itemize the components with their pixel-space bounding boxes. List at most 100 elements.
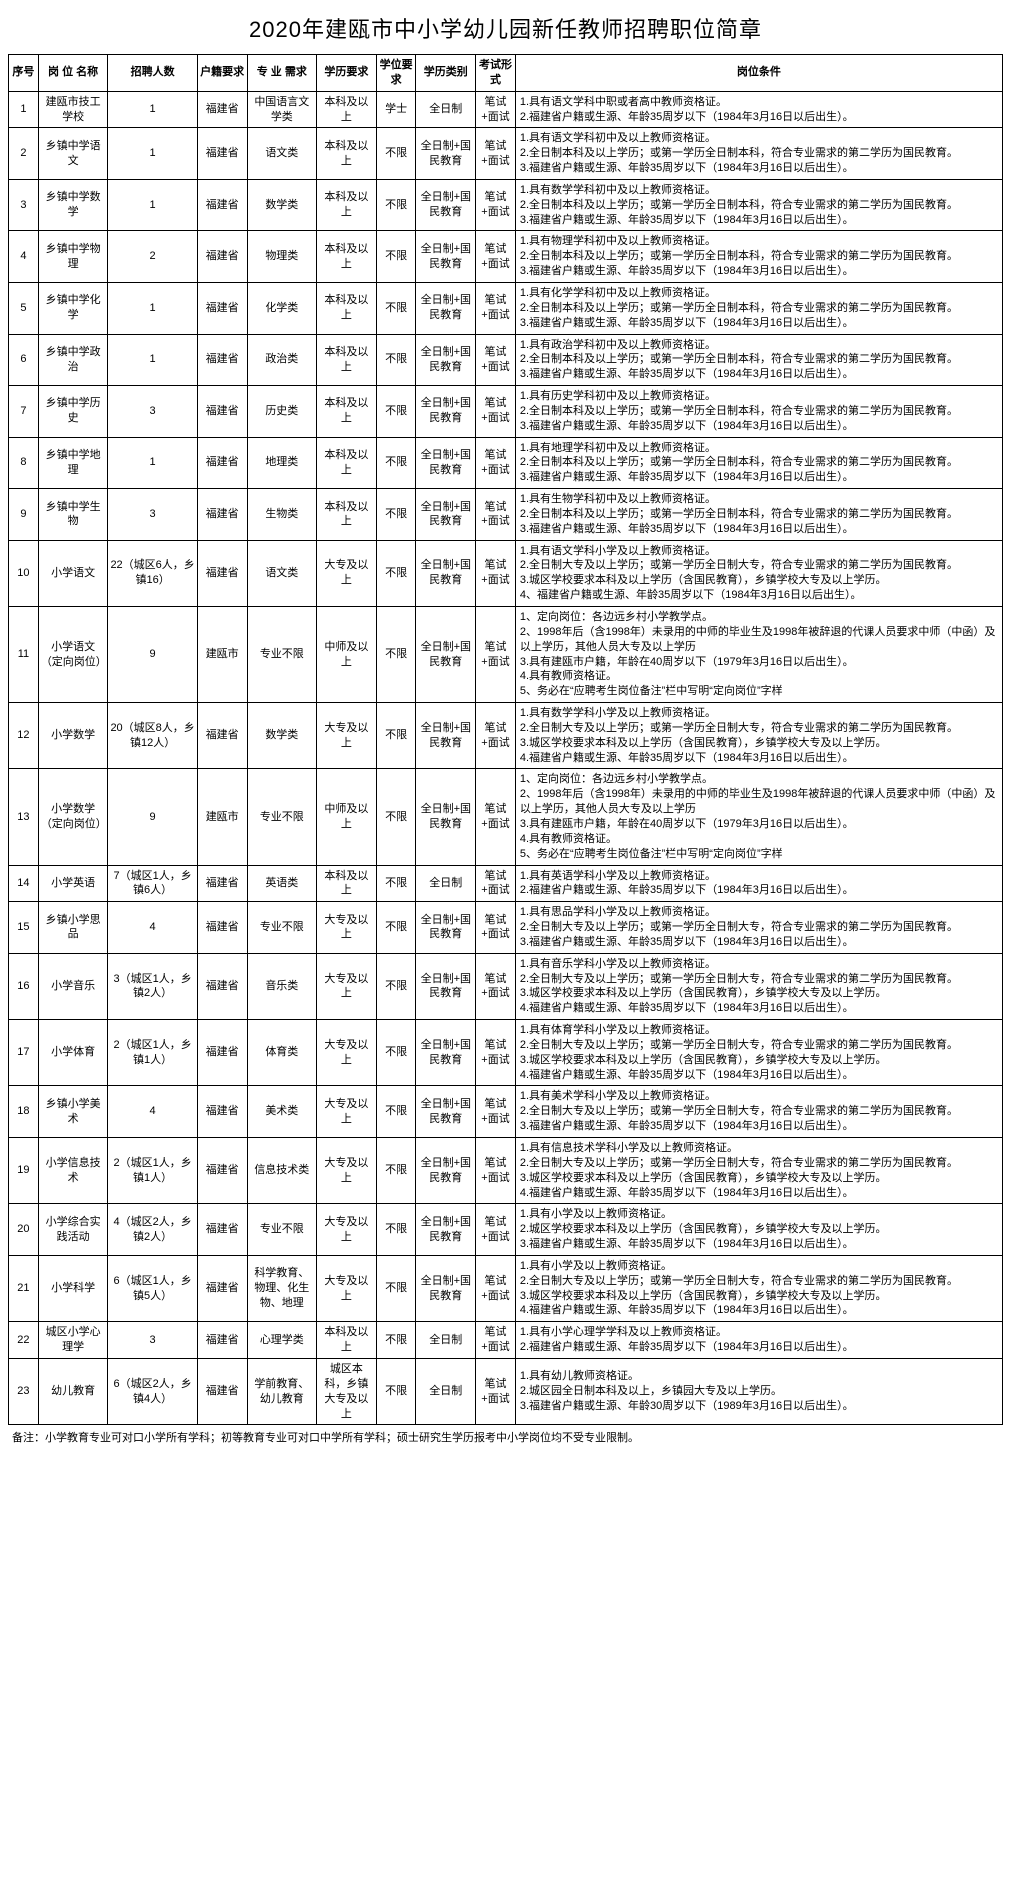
cell-exam: 笔试+面试 (476, 703, 516, 769)
cell-cat: 全日制+国民教育 (416, 334, 476, 386)
cell-edu: 本科及以上 (317, 128, 377, 180)
col-cat: 学历类别 (416, 55, 476, 92)
cell-idx: 19 (9, 1138, 39, 1204)
cell-exam: 笔试+面试 (476, 865, 516, 902)
cell-num: 1 (108, 128, 197, 180)
cell-deg: 不限 (376, 1358, 416, 1424)
cell-cond: 1.具有小学及以上教师资格证。 2.城区学校要求本科及以上学历（含国民教育），乡… (515, 1204, 1002, 1256)
cell-num: 2（城区1人，乡镇1人） (108, 1020, 197, 1086)
cell-exam: 笔试+面试 (476, 128, 516, 180)
cell-name: 乡镇中学数学 (38, 179, 108, 231)
cell-cond: 1.具有语文学科小学及以上教师资格证。 2.全日制大专及以上学历；或第一学历全日… (515, 540, 1002, 606)
cell-exam: 笔试+面试 (476, 1020, 516, 1086)
cell-major: 科学教育、物理、化生物、地理 (247, 1255, 317, 1321)
table-row: 3乡镇中学数学1福建省数学类本科及以上不限全日制+国民教育笔试+面试1.具有数学… (9, 179, 1003, 231)
cell-exam: 笔试+面试 (476, 769, 516, 865)
cell-num: 20（城区8人，乡镇12人） (108, 703, 197, 769)
cell-deg: 不限 (376, 865, 416, 902)
cell-num: 1 (108, 179, 197, 231)
table-row: 19小学信息技术2（城区1人，乡镇1人）福建省信息技术类大专及以上不限全日制+国… (9, 1138, 1003, 1204)
cell-idx: 21 (9, 1255, 39, 1321)
cell-edu: 中师及以上 (317, 769, 377, 865)
cell-huji: 福建省 (197, 1358, 247, 1424)
cell-exam: 笔试+面试 (476, 1255, 516, 1321)
cell-name: 小学信息技术 (38, 1138, 108, 1204)
cell-edu: 本科及以上 (317, 179, 377, 231)
cell-exam: 笔试+面试 (476, 179, 516, 231)
cell-huji: 福建省 (197, 1086, 247, 1138)
cell-major: 历史类 (247, 386, 317, 438)
cell-exam: 笔试+面试 (476, 540, 516, 606)
cell-deg: 不限 (376, 489, 416, 541)
cell-deg: 不限 (376, 1322, 416, 1359)
cell-major: 信息技术类 (247, 1138, 317, 1204)
cell-num: 3 (108, 1322, 197, 1359)
cell-num: 3 (108, 489, 197, 541)
cell-cat: 全日制+国民教育 (416, 128, 476, 180)
cell-edu: 本科及以上 (317, 865, 377, 902)
cell-num: 4 (108, 902, 197, 954)
job-table: 序号 岗 位 名称 招聘人数 户籍要求 专 业 需求 学历要求 学位要求 学历类… (8, 54, 1003, 1425)
cell-exam: 笔试+面试 (476, 334, 516, 386)
cell-num: 6（城区1人，乡镇5人） (108, 1255, 197, 1321)
cell-huji: 福建省 (197, 1255, 247, 1321)
cell-name: 小学体育 (38, 1020, 108, 1086)
table-row: 15乡镇小学思品4福建省专业不限大专及以上不限全日制+国民教育笔试+面试1.具有… (9, 902, 1003, 954)
cell-name: 乡镇小学美术 (38, 1086, 108, 1138)
cell-major: 生物类 (247, 489, 317, 541)
table-row: 4乡镇中学物理2福建省物理类本科及以上不限全日制+国民教育笔试+面试1.具有物理… (9, 231, 1003, 283)
cell-cat: 全日制+国民教育 (416, 231, 476, 283)
cell-edu: 本科及以上 (317, 282, 377, 334)
cell-cat: 全日制+国民教育 (416, 1138, 476, 1204)
cell-huji: 福建省 (197, 953, 247, 1019)
cell-edu: 大专及以上 (317, 1020, 377, 1086)
col-name: 岗 位 名称 (38, 55, 108, 92)
cell-exam: 笔试+面试 (476, 1204, 516, 1256)
cell-cond: 1.具有音乐学科小学及以上教师资格证。 2.全日制大专及以上学历；或第一学历全日… (515, 953, 1002, 1019)
cell-idx: 11 (9, 607, 39, 703)
cell-cond: 1.具有语文学科初中及以上教师资格证。 2.全日制本科及以上学历；或第一学历全日… (515, 128, 1002, 180)
cell-exam: 笔试+面试 (476, 91, 516, 128)
cell-exam: 笔试+面试 (476, 1322, 516, 1359)
cell-huji: 福建省 (197, 902, 247, 954)
cell-cat: 全日制+国民教育 (416, 607, 476, 703)
cell-huji: 福建省 (197, 128, 247, 180)
table-row: 13小学数学（定向岗位）9建瓯市专业不限中师及以上不限全日制+国民教育笔试+面试… (9, 769, 1003, 865)
cell-name: 小学语文 (38, 540, 108, 606)
cell-cond: 1.具有美术学科小学及以上教师资格证。 2.全日制大专及以上学历；或第一学历全日… (515, 1086, 1002, 1138)
table-row: 6乡镇中学政治1福建省政治类本科及以上不限全日制+国民教育笔试+面试1.具有政治… (9, 334, 1003, 386)
cell-major: 音乐类 (247, 953, 317, 1019)
col-deg: 学位要求 (376, 55, 416, 92)
cell-deg: 不限 (376, 1086, 416, 1138)
cell-exam: 笔试+面试 (476, 1358, 516, 1424)
cell-exam: 笔试+面试 (476, 1138, 516, 1204)
cell-huji: 福建省 (197, 489, 247, 541)
cell-num: 3 (108, 386, 197, 438)
cell-major: 专业不限 (247, 902, 317, 954)
cell-deg: 不限 (376, 953, 416, 1019)
cell-edu: 本科及以上 (317, 231, 377, 283)
page-title: 2020年建瓯市中小学幼儿园新任教师招聘职位简章 (8, 12, 1003, 44)
cell-cond: 1.具有政治学科初中及以上教师资格证。 2.全日制本科及以上学历；或第一学历全日… (515, 334, 1002, 386)
cell-cond: 1.具有数学学科小学及以上教师资格证。 2.全日制大专及以上学历；或第一学历全日… (515, 703, 1002, 769)
cell-cat: 全日制 (416, 91, 476, 128)
cell-idx: 1 (9, 91, 39, 128)
cell-exam: 笔试+面试 (476, 282, 516, 334)
cell-huji: 福建省 (197, 386, 247, 438)
cell-name: 乡镇小学思品 (38, 902, 108, 954)
cell-major: 语文类 (247, 540, 317, 606)
cell-cond: 1.具有体育学科小学及以上教师资格证。 2.全日制大专及以上学历；或第一学历全日… (515, 1020, 1002, 1086)
col-cond: 岗位条件 (515, 55, 1002, 92)
cell-exam: 笔试+面试 (476, 231, 516, 283)
cell-idx: 23 (9, 1358, 39, 1424)
table-row: 20小学综合实践活动4（城区2人，乡镇2人）福建省专业不限大专及以上不限全日制+… (9, 1204, 1003, 1256)
cell-name: 幼儿教育 (38, 1358, 108, 1424)
cell-idx: 6 (9, 334, 39, 386)
cell-major: 地理类 (247, 437, 317, 489)
cell-deg: 不限 (376, 128, 416, 180)
col-exam: 考试形式 (476, 55, 516, 92)
cell-major: 英语类 (247, 865, 317, 902)
cell-edu: 大专及以上 (317, 540, 377, 606)
cell-idx: 7 (9, 386, 39, 438)
cell-name: 小学科学 (38, 1255, 108, 1321)
